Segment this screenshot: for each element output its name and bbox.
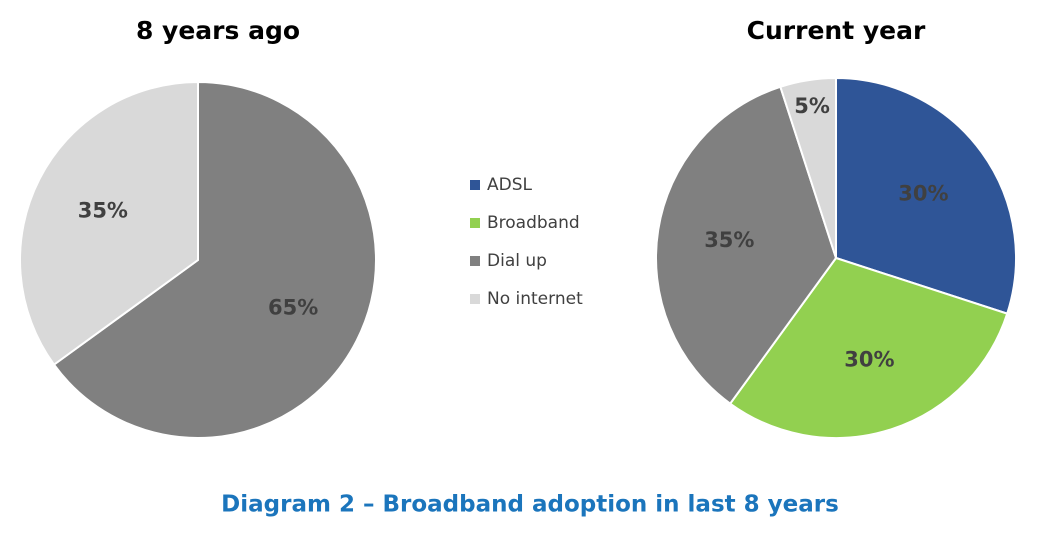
pie-slice	[19, 80, 199, 367]
data-label: 5%	[794, 94, 830, 118]
data-label: 35%	[704, 228, 754, 252]
legend-swatch	[470, 180, 480, 190]
data-label: 65%	[268, 295, 318, 319]
caption: Diagram 2 – Broadband adoption in last 8…	[221, 492, 839, 518]
legend-swatch	[470, 256, 480, 266]
legend-swatch	[470, 218, 480, 228]
data-label: 35%	[78, 199, 128, 223]
legend-label: ADSL	[487, 175, 533, 195]
legend-label: Dial up	[487, 251, 547, 271]
pie-title: 8 years ago	[136, 16, 300, 45]
pie-title: Current year	[747, 16, 926, 45]
pie-slice	[835, 76, 1017, 315]
legend-swatch	[470, 294, 480, 304]
legend-label: No internet	[487, 289, 583, 309]
pie-slice	[779, 76, 837, 259]
pie-slice	[728, 256, 1009, 439]
data-label: 30%	[844, 348, 894, 372]
data-label: 30%	[898, 182, 948, 206]
pie-slice	[655, 85, 838, 406]
legend-label: Broadband	[487, 213, 580, 233]
pie-slice	[52, 80, 377, 439]
